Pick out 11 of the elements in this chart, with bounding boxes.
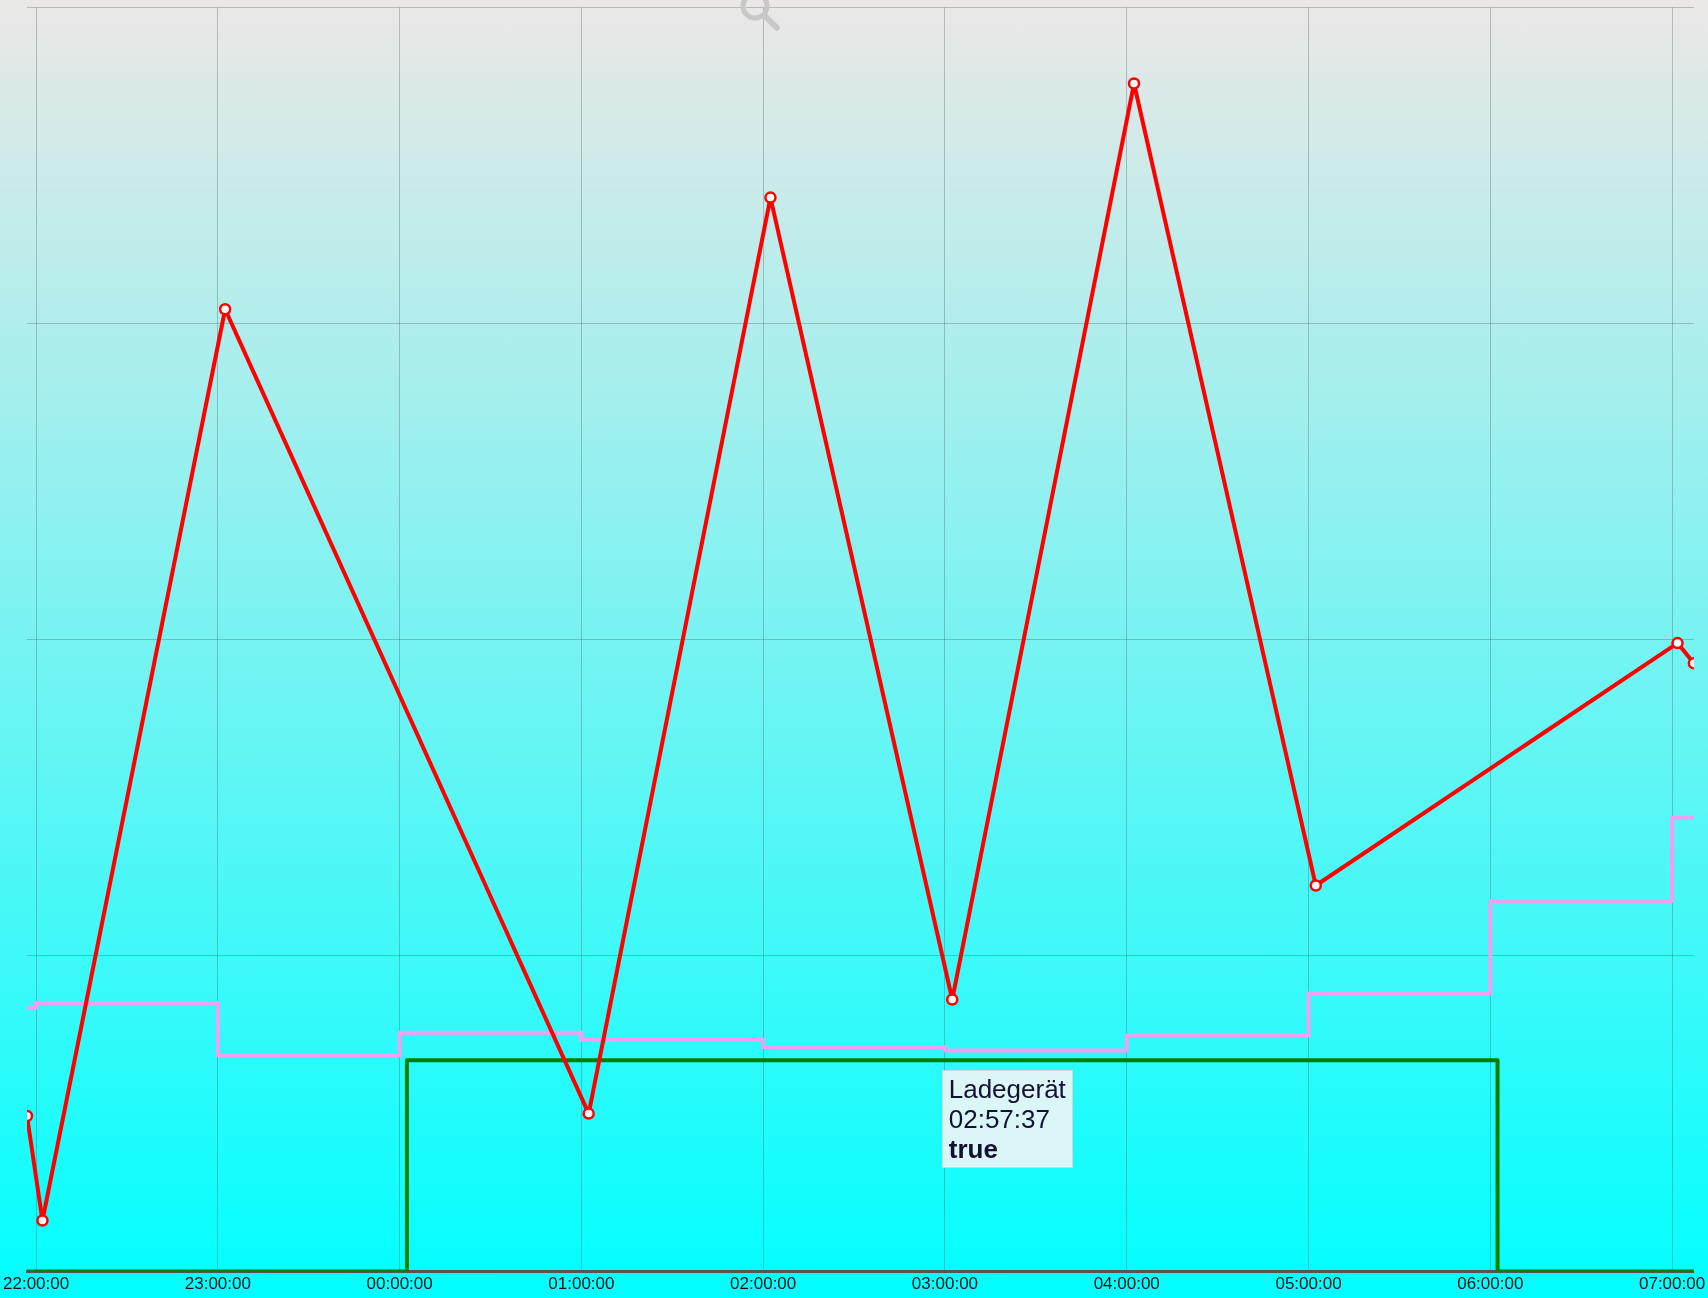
x-tick-label: 01:00:00 bbox=[548, 1274, 615, 1294]
x-tick-label: 03:00:00 bbox=[911, 1274, 979, 1294]
x-tick-label: 23:00:00 bbox=[184, 1274, 251, 1294]
x-tick-label: 04:00:00 bbox=[1093, 1274, 1160, 1294]
x-tick-label: 07:00:00 bbox=[1638, 1274, 1706, 1294]
x-tick-label: 22:00:00 bbox=[3, 1274, 70, 1294]
x-tick-label: 06:00:00 bbox=[1457, 1274, 1524, 1294]
x-tick-label: 02:00:00 bbox=[730, 1274, 797, 1294]
x-tick-label: 05:00:00 bbox=[1275, 1274, 1342, 1294]
x-tick-label: 00:00:00 bbox=[366, 1274, 433, 1294]
annotation: Ladegerät 02:57:37 true bbox=[948, 1074, 1066, 1165]
